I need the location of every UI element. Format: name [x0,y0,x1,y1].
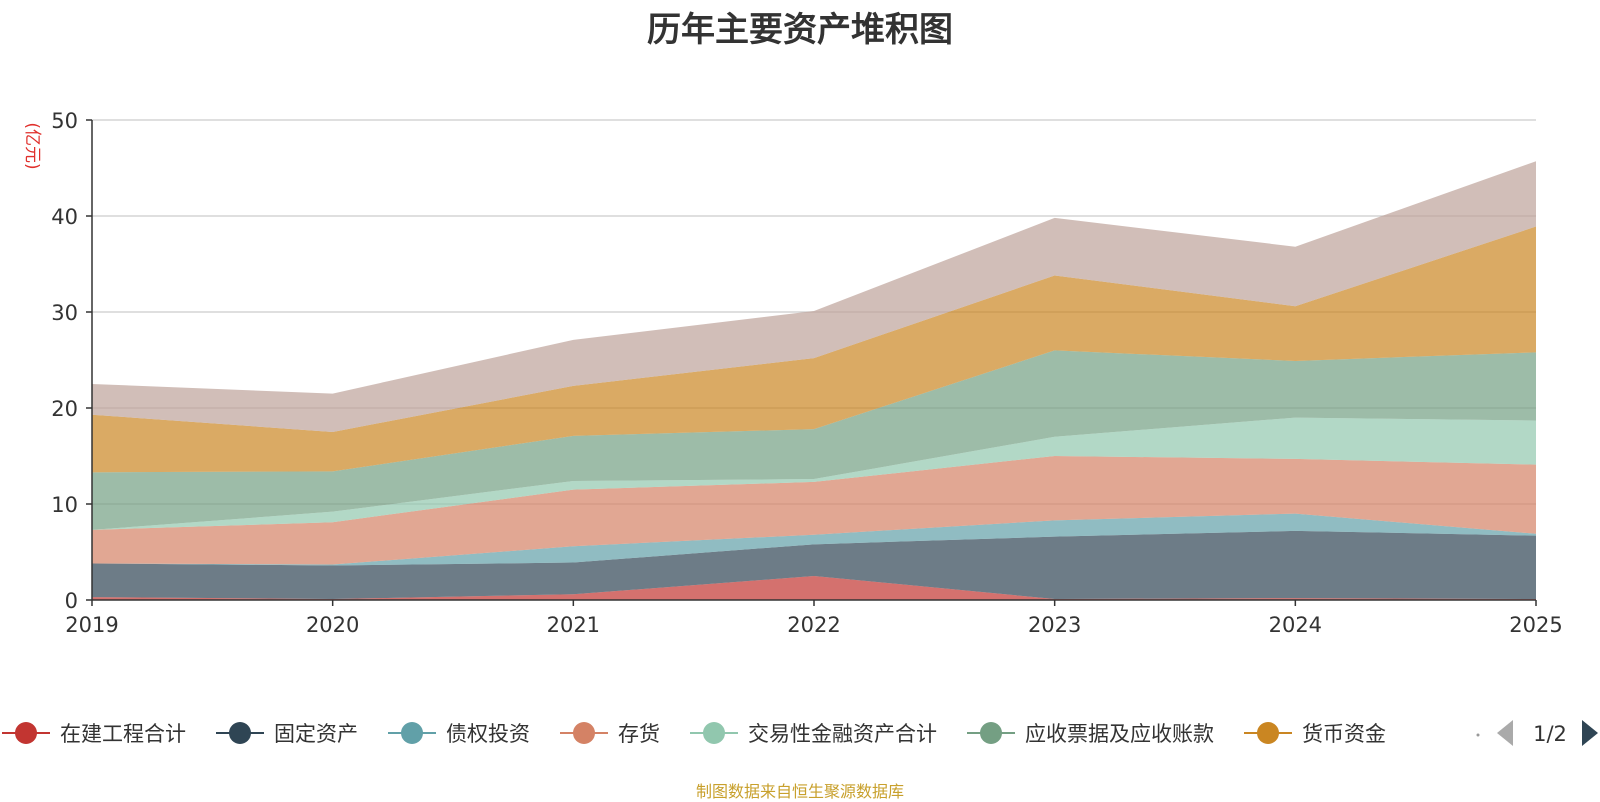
legend-item-1[interactable]: 固定资产 [216,722,358,746]
legend-item-2[interactable]: 债权投资 [388,722,530,746]
legend-label: 在建工程合计 [60,722,186,746]
legend-marker [401,722,423,744]
legend-overflow-dot [1476,733,1480,737]
legend-label: 货币资金 [1302,722,1386,746]
chart-title: 历年主要资产堆积图 [647,10,953,50]
legend-marker [980,722,1002,744]
y-tick-label: 50 [51,109,78,133]
area-series-0[interactable] [92,576,1536,600]
area-series-7[interactable] [92,161,1536,432]
legend-label: 应收票据及应收账款 [1025,722,1214,746]
legend-marker [15,722,37,744]
legend-label: 交易性金融资产合计 [748,722,937,746]
legend-item-0[interactable]: 在建工程合计 [2,722,186,746]
y-axis-label: (亿元) [22,122,42,169]
y-tick-label: 10 [51,493,78,517]
area-series-1[interactable] [92,530,1536,600]
x-tick-label: 2021 [547,613,600,637]
x-tick-label: 2020 [306,613,359,637]
area-series-5[interactable] [92,350,1536,530]
legend-item-4[interactable]: 交易性金融资产合计 [690,722,937,746]
area-series-2[interactable] [92,513,1536,566]
area-series-4[interactable] [92,417,1536,530]
area-series-3[interactable] [92,456,1536,565]
legend-item-5[interactable]: 应收票据及应收账款 [967,722,1214,746]
legend-label: 债权投资 [446,722,530,746]
legend-marker [1257,722,1279,744]
y-tick-label: 20 [51,397,78,421]
area-series [92,161,1536,600]
legend-label: 存货 [618,722,660,746]
legend-marker [229,722,251,744]
y-tick-label: 0 [65,589,78,613]
axes: 0 10 20 30 40 50 2019 2020 2021 2022 2023 2024 2025 [51,109,1562,637]
x-tick-label: 2019 [65,613,118,637]
y-tick-label: 40 [51,205,78,229]
y-tick-label: 30 [51,301,78,325]
legend-item-3[interactable]: 存货 [560,722,660,746]
x-tick-label: 2022 [787,613,840,637]
legend-page-indicator: 1/2 [1533,722,1567,746]
data-source-note: 制图数据来自恒生聚源数据库 [695,782,904,801]
x-tick-label: 2024 [1269,613,1322,637]
legend-next-page-icon[interactable] [1582,720,1598,746]
legend-item-6[interactable]: 货币资金 [1244,722,1386,746]
legend: 在建工程合计 固定资产 债权投资 存货 交易性金融资产合计 应收票据及应收账款 货币资金 1/… [2,720,1598,746]
legend-marker [703,722,725,744]
legend-marker [573,722,595,744]
x-tick-label: 2025 [1509,613,1562,637]
legend-prev-page-icon[interactable] [1497,720,1513,746]
legend-label: 固定资产 [274,722,358,746]
x-tick-label: 2023 [1028,613,1081,637]
area-series-6[interactable] [92,226,1536,473]
